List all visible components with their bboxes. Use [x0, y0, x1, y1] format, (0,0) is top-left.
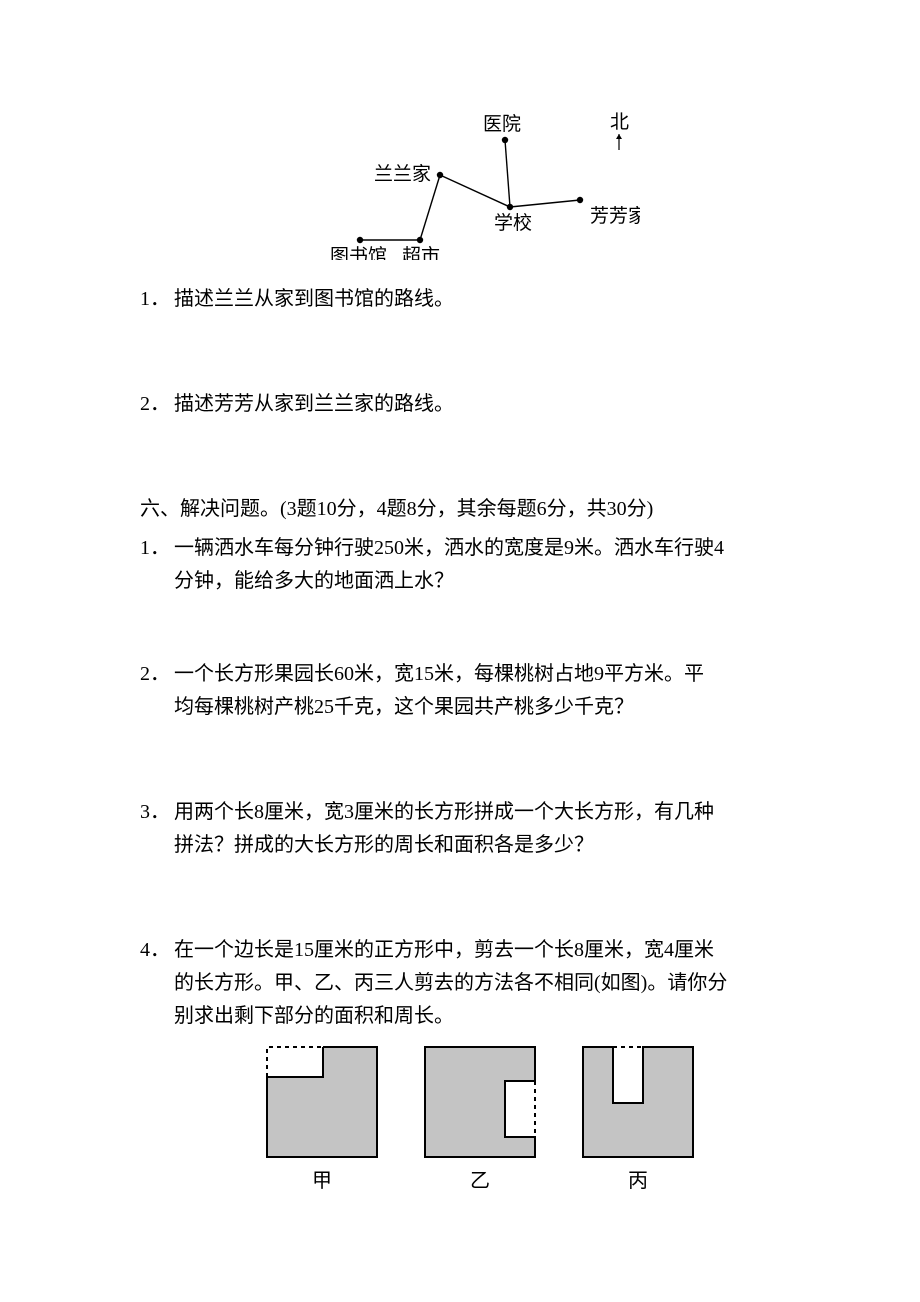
shape-c-label: 丙: [628, 1165, 648, 1198]
s6-q1-num: 1．: [140, 532, 174, 565]
s6-q3-l2: 拼法？拼成的大长方形的周长和面积各是多少？: [140, 829, 820, 862]
map-q2-text: 描述芳芳从家到兰兰家的路线。: [174, 388, 454, 421]
s6-q1: 1． 一辆洒水车每分钟行驶250米，洒水的宽度是9米。洒水车行驶4: [140, 532, 820, 565]
map-q1-num: 1．: [140, 283, 174, 316]
shape-a-col: 甲: [263, 1043, 381, 1198]
map-q2: 2． 描述芳芳从家到兰兰家的路线。: [140, 388, 820, 421]
shape-b-label: 乙: [470, 1165, 490, 1198]
svg-text:北: 北: [610, 111, 629, 133]
s6-q2-l1: 一个长方形果园长60米，宽15米，每棵桃树占地9平方米。平: [174, 658, 704, 691]
s6-q1-l2: 分钟，能给多大的地面洒上水？: [140, 565, 820, 598]
shape-a-label: 甲: [312, 1165, 332, 1198]
s6-q4-l1: 在一个边长是15厘米的正方形中，剪去一个长8厘米，宽4厘米: [174, 934, 714, 967]
s6-q4-l2: 的长方形。甲、乙、丙三人剪去的方法各不相同(如图)。请你分: [140, 967, 820, 1000]
svg-text:芳芳家: 芳芳家: [590, 205, 640, 227]
worksheet-page: 医院兰兰家学校 芳芳家超市图书馆 北 1． 描述兰兰从家到图书馆的路线。 2． 描述…: [0, 0, 920, 1302]
svg-text:兰兰家: 兰兰家: [374, 163, 431, 185]
s6-q3-num: 3．: [140, 796, 174, 829]
shape-b: [421, 1043, 539, 1161]
shape-c-col: 丙: [579, 1043, 697, 1198]
svg-text:医院: 医院: [483, 113, 521, 135]
svg-text:图书馆: 图书馆: [330, 245, 387, 260]
s6-q4-num: 4．: [140, 934, 174, 967]
s6-q4-l3: 别求出剩下部分的面积和周长。: [140, 1000, 820, 1033]
s6-q2-l2: 均每棵桃树产桃25千克，这个果园共产桃多少千克？: [140, 691, 820, 724]
s6-q4: 4． 在一个边长是15厘米的正方形中，剪去一个长8厘米，宽4厘米: [140, 934, 820, 967]
map-q1-text: 描述兰兰从家到图书馆的路线。: [174, 283, 454, 316]
shape-c: [579, 1043, 697, 1161]
s6-q3: 3． 用两个长8厘米，宽3厘米的长方形拼成一个大长方形，有几种: [140, 796, 820, 829]
section-6-heading: 六、解决问题。(3题10分，4题8分，其余每题6分，共30分): [140, 493, 820, 526]
map-q2-num: 2．: [140, 388, 174, 421]
s6-q1-l1: 一辆洒水车每分钟行驶250米，洒水的宽度是9米。洒水车行驶4: [174, 532, 724, 565]
route-map-container: 医院兰兰家学校 芳芳家超市图书馆 北: [320, 110, 640, 265]
s6-q2-num: 2．: [140, 658, 174, 691]
cut-shapes-row: 甲 乙 丙: [140, 1043, 820, 1198]
s6-q2: 2． 一个长方形果园长60米，宽15米，每棵桃树占地9平方米。平: [140, 658, 820, 691]
route-map: 医院兰兰家学校 芳芳家超市图书馆 北: [320, 110, 640, 260]
s6-q3-l1: 用两个长8厘米，宽3厘米的长方形拼成一个大长方形，有几种: [174, 796, 714, 829]
svg-text:超市: 超市: [402, 245, 440, 260]
shape-b-col: 乙: [421, 1043, 539, 1198]
map-questions: 1． 描述兰兰从家到图书馆的路线。 2． 描述芳芳从家到兰兰家的路线。: [140, 283, 820, 421]
section-6: 六、解决问题。(3题10分，4题8分，其余每题6分，共30分) 1． 一辆洒水车…: [140, 493, 820, 1198]
map-q1: 1． 描述兰兰从家到图书馆的路线。: [140, 283, 820, 316]
svg-text:学校: 学校: [494, 212, 532, 234]
shape-a: [263, 1043, 381, 1161]
